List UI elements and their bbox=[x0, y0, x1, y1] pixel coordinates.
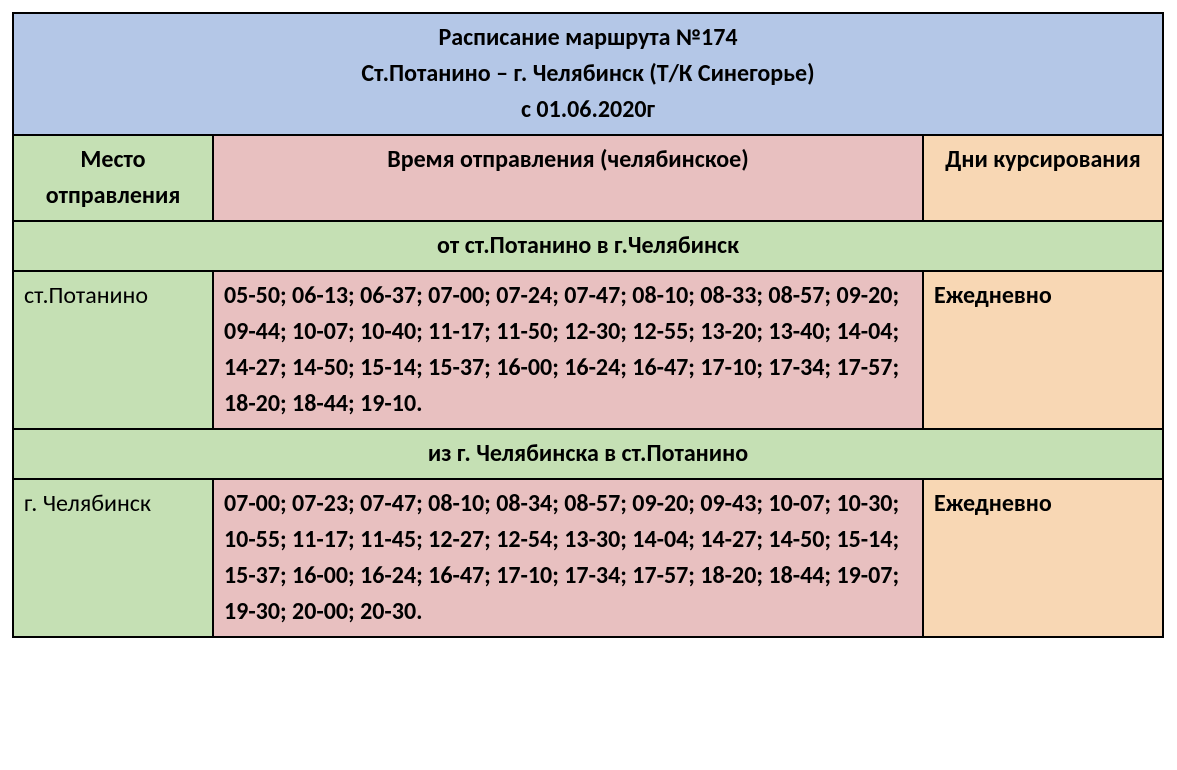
section-1-data-row: г. Челябинск 07-00; 07-23; 07-47; 08-10;… bbox=[13, 479, 1163, 637]
title-row: Расписание маршрута №174 Ст.Потанино – г… bbox=[13, 13, 1163, 135]
section-0-origin: ст.Потанино bbox=[13, 271, 213, 429]
header-times: Время отправления (челябинское) bbox=[213, 135, 923, 221]
header-days: Дни курсирования bbox=[923, 135, 1163, 221]
title-cell: Расписание маршрута №174 Ст.Потанино – г… bbox=[13, 13, 1163, 135]
section-0-days: Ежедневно bbox=[923, 271, 1163, 429]
section-0-heading: от ст.Потанино в г.Челябинск bbox=[13, 221, 1163, 271]
header-origin: Место отправления bbox=[13, 135, 213, 221]
section-1-heading: из г. Челябинска в ст.Потанино bbox=[13, 429, 1163, 479]
section-1-days: Ежедневно bbox=[923, 479, 1163, 637]
section-0-heading-row: от ст.Потанино в г.Челябинск bbox=[13, 221, 1163, 271]
title-line-2: Ст.Потанино – г. Челябинск (Т/К Синегорь… bbox=[24, 56, 1152, 92]
section-1-origin: г. Челябинск bbox=[13, 479, 213, 637]
schedule-table: Расписание маршрута №174 Ст.Потанино – г… bbox=[12, 12, 1164, 638]
section-1-heading-row: из г. Челябинска в ст.Потанино bbox=[13, 429, 1163, 479]
section-1-times: 07-00; 07-23; 07-47; 08-10; 08-34; 08-57… bbox=[213, 479, 923, 637]
title-line-3: с 01.06.2020г bbox=[24, 92, 1152, 128]
section-0-times: 05-50; 06-13; 06-37; 07-00; 07-24; 07-47… bbox=[213, 271, 923, 429]
title-line-1: Расписание маршрута №174 bbox=[24, 20, 1152, 56]
header-row: Место отправления Время отправления (чел… bbox=[13, 135, 1163, 221]
section-0-data-row: ст.Потанино 05-50; 06-13; 06-37; 07-00; … bbox=[13, 271, 1163, 429]
